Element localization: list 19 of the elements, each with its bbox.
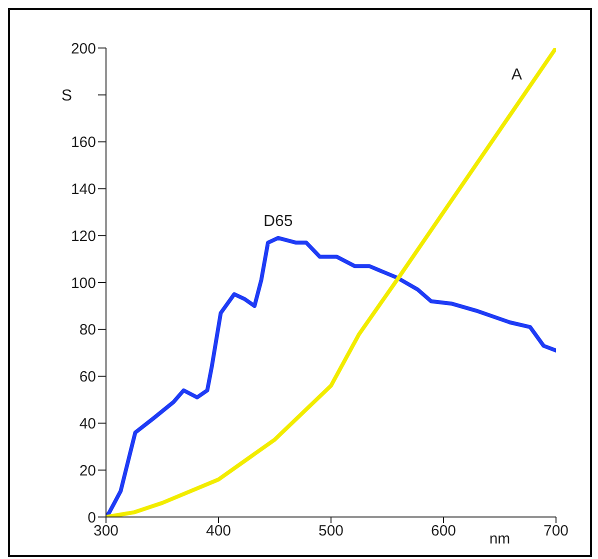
annotation: D65: [263, 212, 293, 230]
x-tick-label: 700: [543, 522, 569, 540]
y-tick-label: 200: [70, 40, 96, 58]
y-tick-label: 100: [70, 274, 96, 292]
y-tick-label: 60: [79, 368, 96, 386]
annotation: A: [511, 66, 522, 84]
y-tick-label: 40: [79, 416, 96, 433]
y-tick-label: 0: [88, 509, 96, 526]
x-axis-title: nm: [489, 530, 510, 548]
y-axis-title: S: [61, 88, 72, 105]
x-tick-label: 500: [318, 522, 344, 540]
x-tick-label: 400: [206, 522, 232, 540]
y-tick-label: 140: [70, 181, 96, 198]
y-tick-label: 80: [79, 322, 96, 339]
x-tick-label: 600: [430, 522, 456, 540]
y-tick-label: 20: [79, 462, 96, 480]
y-tick-label: 120: [70, 228, 96, 245]
x-tick-label: 300: [93, 522, 119, 540]
y-tick-label: 160: [70, 134, 96, 152]
